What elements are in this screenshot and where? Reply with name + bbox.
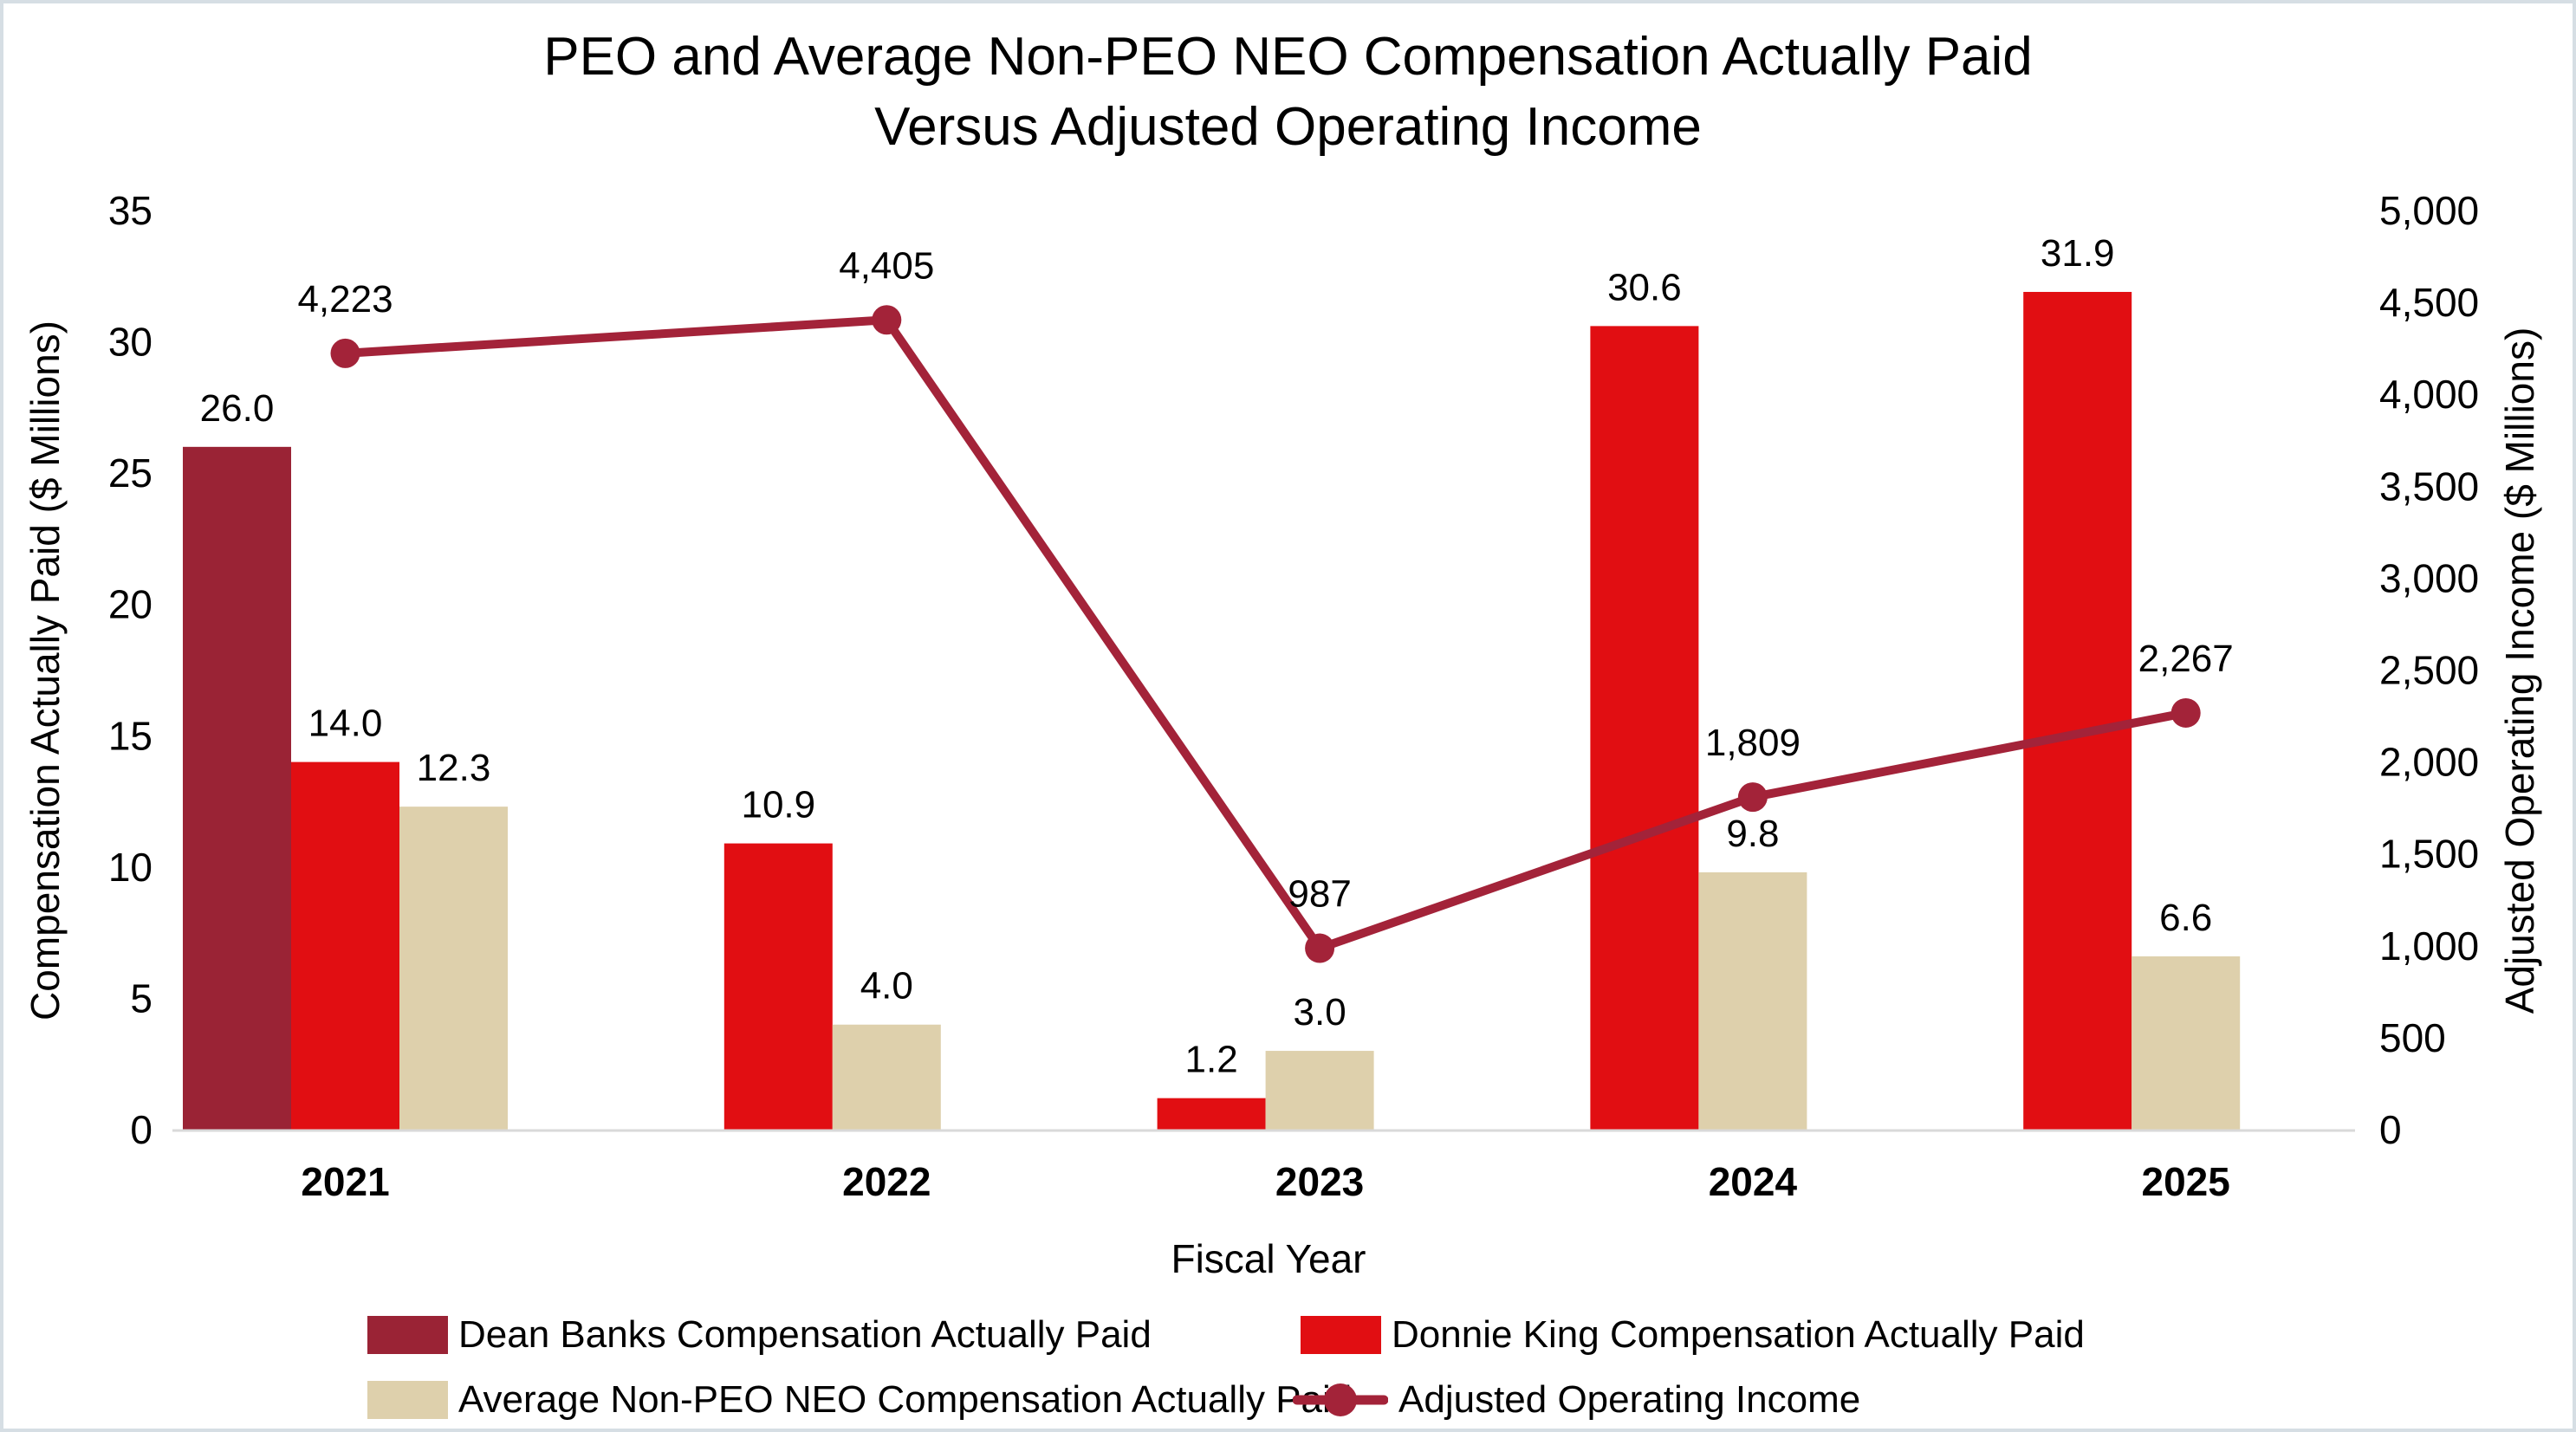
- right-axis-title: Adjusted Operating Income ($ Millions): [2497, 327, 2542, 1014]
- x-axis-label-2023: 2023: [1275, 1159, 1364, 1204]
- legend-item-donnie-king: Donnie King Compensation Actually Paid: [1301, 1313, 2085, 1357]
- chart-title: PEO and Average Non-PEO NEO Compensation…: [3, 23, 2573, 162]
- left-axis-tick: 5: [130, 975, 152, 1021]
- x-axis-label-2022: 2022: [842, 1159, 931, 1204]
- right-axis-tick: 2,000: [2379, 740, 2479, 785]
- bar-donnie-king-2021: [291, 761, 399, 1130]
- legend-swatch-donnie-king: [1301, 1316, 1381, 1354]
- bar-value-label: 1.2: [1185, 1039, 1238, 1081]
- bar-value-label: 26.0: [200, 387, 275, 430]
- legend-swatch-avg-non-peo-neo: [367, 1381, 448, 1419]
- left-axis-title: Compensation Actually Paid ($ Millions): [23, 321, 68, 1021]
- bar-value-label: 14.0: [308, 703, 383, 745]
- bar-donnie-king-2022: [723, 843, 833, 1130]
- bar-avg-non-peo-neo-2024: [1698, 872, 1807, 1130]
- line-marker-2024: [1737, 782, 1768, 813]
- right-axis-tick: 0: [2379, 1107, 2402, 1152]
- right-axis-tick: 2,500: [2379, 648, 2479, 693]
- bar-value-label: 4.0: [860, 965, 913, 1008]
- bar-donnie-king-2023: [1157, 1098, 1266, 1130]
- left-axis-tick: 30: [108, 320, 152, 365]
- legend-item-adjusted-operating-income: Adjusted Operating Income: [1293, 1378, 1860, 1422]
- line-value-label: 4,223: [297, 278, 393, 321]
- right-axis-tick: 500: [2379, 1015, 2446, 1060]
- right-axis-tick: 1,500: [2379, 832, 2479, 877]
- x-axis-category-labels: 2021 2022 2023 2024 2025: [301, 1159, 2230, 1204]
- line-marker-2022: [872, 305, 902, 335]
- bar-value-label: 30.6: [1607, 266, 1682, 308]
- left-axis-tick: 0: [130, 1107, 152, 1152]
- x-axis-label-2025: 2025: [2142, 1159, 2230, 1204]
- line-marker-2023: [1305, 933, 1335, 963]
- bar-value-label: 12.3: [417, 747, 491, 789]
- legend-item-dean-banks: Dean Banks Compensation Actually Paid: [367, 1313, 1152, 1357]
- left-axis-tick: 20: [108, 582, 152, 627]
- line-adjusted-operating-income: [345, 315, 2187, 953]
- legend-item-avg-non-peo-neo: Average Non-PEO NEO Compensation Actuall…: [367, 1378, 1352, 1422]
- bar-value-label: 10.9: [741, 784, 815, 826]
- line-series-group: 4,223 4,405 987 1,809 2,267: [297, 244, 2234, 963]
- left-axis-tick: 10: [108, 845, 152, 890]
- legend-line-marker-icon: [1293, 1383, 1388, 1416]
- legend-label-avg-non-peo-neo: Average Non-PEO NEO Compensation Actuall…: [458, 1378, 1353, 1421]
- right-axis-tick: 3,500: [2379, 463, 2479, 509]
- line-value-label: 4,405: [839, 244, 934, 287]
- chart-title-line2: Versus Adjusted Operating Income: [874, 96, 1702, 157]
- bar-avg-non-peo-neo-2021: [399, 807, 508, 1130]
- x-axis-label-2024: 2024: [1709, 1159, 1798, 1204]
- bar-dean-banks-2021: [183, 446, 291, 1130]
- right-axis-tick: 5,000: [2379, 188, 2479, 233]
- x-axis-title: Fiscal Year: [1171, 1236, 1366, 1281]
- bar-value-label: 6.6: [2159, 897, 2212, 939]
- legend-label-dean-banks: Dean Banks Compensation Actually Paid: [458, 1313, 1152, 1356]
- left-axis-tick: 35: [108, 188, 152, 233]
- bar-avg-non-peo-neo-2023: [1265, 1051, 1374, 1130]
- line-value-label: 1,809: [1705, 722, 1801, 764]
- right-axis-tick: 4,000: [2379, 372, 2479, 417]
- right-axis-tick: 3,000: [2379, 555, 2479, 600]
- legend-swatch-dean-banks: [367, 1316, 448, 1354]
- bar-avg-non-peo-neo-2025: [2132, 956, 2241, 1130]
- bar-series-group: 26.0 14.0 12.3 10.9 4.0 1.2 3.0 30.6 9.8 31.9 6.6: [183, 232, 2241, 1131]
- chart-plot: Compensation Actually Paid ($ Millions) …: [23, 188, 2542, 1204]
- right-axis-tick-labels: 0 500 1,000 1,500 2,000 2,500 3,000 3,500 4,000 4…: [2379, 188, 2479, 1152]
- bar-avg-non-peo-neo-2022: [832, 1024, 941, 1130]
- x-axis-label-2021: 2021: [301, 1159, 389, 1204]
- bar-value-label: 9.8: [1726, 813, 1779, 855]
- bar-donnie-king-2025: [2023, 291, 2132, 1131]
- line-marker-2025: [2170, 697, 2201, 728]
- left-axis-tick: 25: [108, 450, 152, 496]
- bar-donnie-king-2024: [1590, 326, 1699, 1131]
- legend-label-adjusted-operating-income: Adjusted Operating Income: [1398, 1378, 1861, 1421]
- line-value-label: 987: [1288, 873, 1351, 916]
- line-value-label: 2,267: [2138, 638, 2234, 680]
- left-axis-tick-labels: 0 5 10 15 20 25 30 35: [108, 188, 152, 1152]
- bar-value-label: 31.9: [2041, 232, 2115, 275]
- right-axis-tick: 4,500: [2379, 280, 2479, 325]
- right-axis-tick: 1,000: [2379, 923, 2479, 969]
- left-axis-tick: 15: [108, 713, 152, 758]
- line-marker-2021: [330, 338, 360, 368]
- bar-value-label: 3.0: [1294, 991, 1346, 1034]
- chart-title-line1: PEO and Average Non-PEO NEO Compensation…: [543, 27, 2033, 87]
- legend-label-donnie-king: Donnie King Compensation Actually Paid: [1392, 1313, 2085, 1356]
